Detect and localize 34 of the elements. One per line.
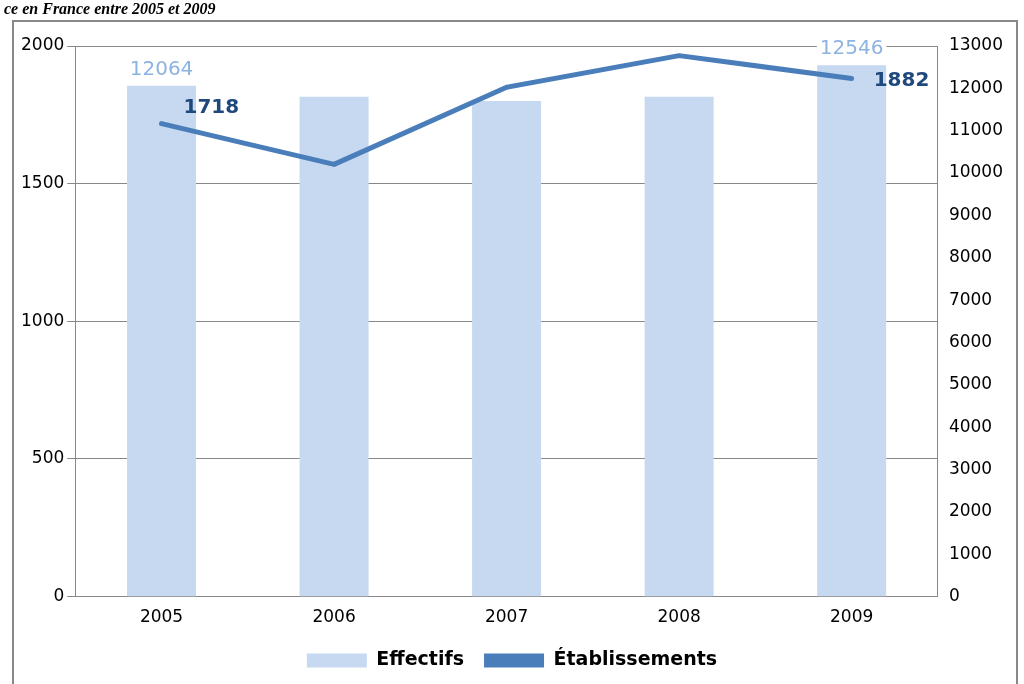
y2-tick-label: 9000 — [948, 203, 993, 224]
data-label: 12064 — [129, 55, 194, 80]
bar — [644, 96, 714, 597]
x-tick-label: 2009 — [830, 606, 874, 627]
y2-tick-label: 1000 — [948, 542, 993, 563]
data-label: 12546 — [819, 35, 884, 60]
y2-tick-label: 8000 — [948, 246, 993, 267]
y2-tick-label: 12000 — [948, 76, 1004, 97]
y2-tick-label: 5000 — [948, 373, 993, 394]
legend-label: Effectifs — [376, 647, 465, 670]
y2-tick-label: 13000 — [948, 34, 1004, 55]
data-label: 1882 — [873, 66, 930, 91]
y2-tick-label: 3000 — [948, 457, 993, 478]
y2-tick-label: 4000 — [948, 415, 993, 436]
y2-tick-label: 10000 — [948, 161, 1004, 182]
y2-tick-label: 2000 — [948, 500, 993, 521]
y-tick-label: 0 — [53, 585, 65, 606]
data-label: 1718 — [183, 93, 240, 118]
y-tick-label: 1500 — [21, 172, 65, 193]
x-tick-label: 2007 — [484, 606, 529, 627]
legend-label: Établissements — [553, 647, 718, 670]
x-tick-label: 2006 — [312, 606, 356, 627]
y-tick-label: 2000 — [21, 34, 65, 55]
y2-tick-label: 11000 — [948, 119, 1004, 140]
y-tick-label: 500 — [31, 447, 65, 468]
bar — [299, 96, 369, 597]
y2-tick-label: 0 — [948, 585, 960, 606]
y2-tick-label: 6000 — [948, 330, 993, 351]
x-tick-label: 2005 — [139, 606, 184, 627]
x-tick-label: 2008 — [657, 606, 701, 627]
y2-tick-label: 7000 — [948, 288, 993, 309]
chart-title: ce en France entre 2005 et 2009 — [3, 0, 217, 18]
y-tick-label: 1000 — [21, 309, 65, 330]
bar — [472, 101, 542, 597]
